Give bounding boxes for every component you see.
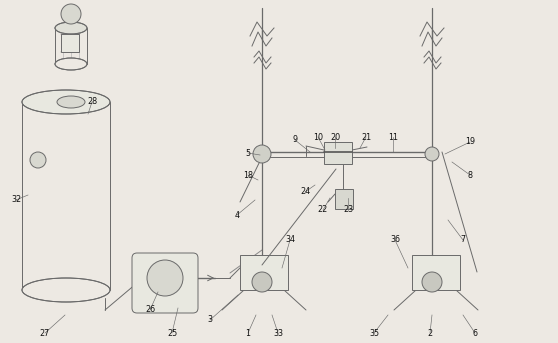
Bar: [61, 34, 79, 52]
Text: 7: 7: [460, 236, 465, 245]
Text: 3: 3: [208, 316, 213, 324]
Text: 24: 24: [300, 188, 310, 197]
Text: 1: 1: [246, 329, 251, 338]
Text: 18: 18: [243, 170, 253, 179]
Text: 6: 6: [473, 329, 478, 338]
Text: 25: 25: [167, 329, 177, 338]
Ellipse shape: [61, 4, 81, 24]
Text: 26: 26: [145, 306, 155, 315]
Text: 8: 8: [468, 170, 473, 179]
Text: 11: 11: [388, 132, 398, 142]
Ellipse shape: [147, 260, 183, 296]
Text: 9: 9: [292, 135, 297, 144]
Bar: [324, 142, 352, 164]
Text: 5: 5: [246, 149, 251, 157]
Ellipse shape: [30, 152, 46, 168]
Ellipse shape: [57, 96, 85, 108]
Ellipse shape: [253, 145, 271, 163]
Text: 32: 32: [11, 196, 21, 204]
Text: 36: 36: [390, 236, 400, 245]
Text: 23: 23: [343, 205, 353, 214]
Text: 4: 4: [234, 211, 239, 220]
Ellipse shape: [55, 22, 87, 34]
Text: 28: 28: [87, 97, 97, 106]
Ellipse shape: [252, 272, 272, 292]
Text: 2: 2: [427, 329, 432, 338]
Ellipse shape: [55, 58, 87, 70]
Ellipse shape: [22, 90, 110, 114]
Ellipse shape: [422, 272, 442, 292]
FancyBboxPatch shape: [132, 253, 198, 313]
Text: 35: 35: [369, 329, 379, 338]
Text: 22: 22: [318, 205, 328, 214]
Bar: [335, 189, 353, 209]
Text: 34: 34: [285, 236, 295, 245]
Text: 10: 10: [313, 132, 323, 142]
Text: 27: 27: [40, 329, 50, 338]
Text: 21: 21: [361, 132, 371, 142]
Text: 20: 20: [330, 132, 340, 142]
Text: 33: 33: [273, 329, 283, 338]
Bar: [412, 255, 460, 290]
Text: 19: 19: [465, 138, 475, 146]
Ellipse shape: [22, 278, 110, 302]
Ellipse shape: [425, 147, 439, 161]
Bar: [240, 255, 288, 290]
